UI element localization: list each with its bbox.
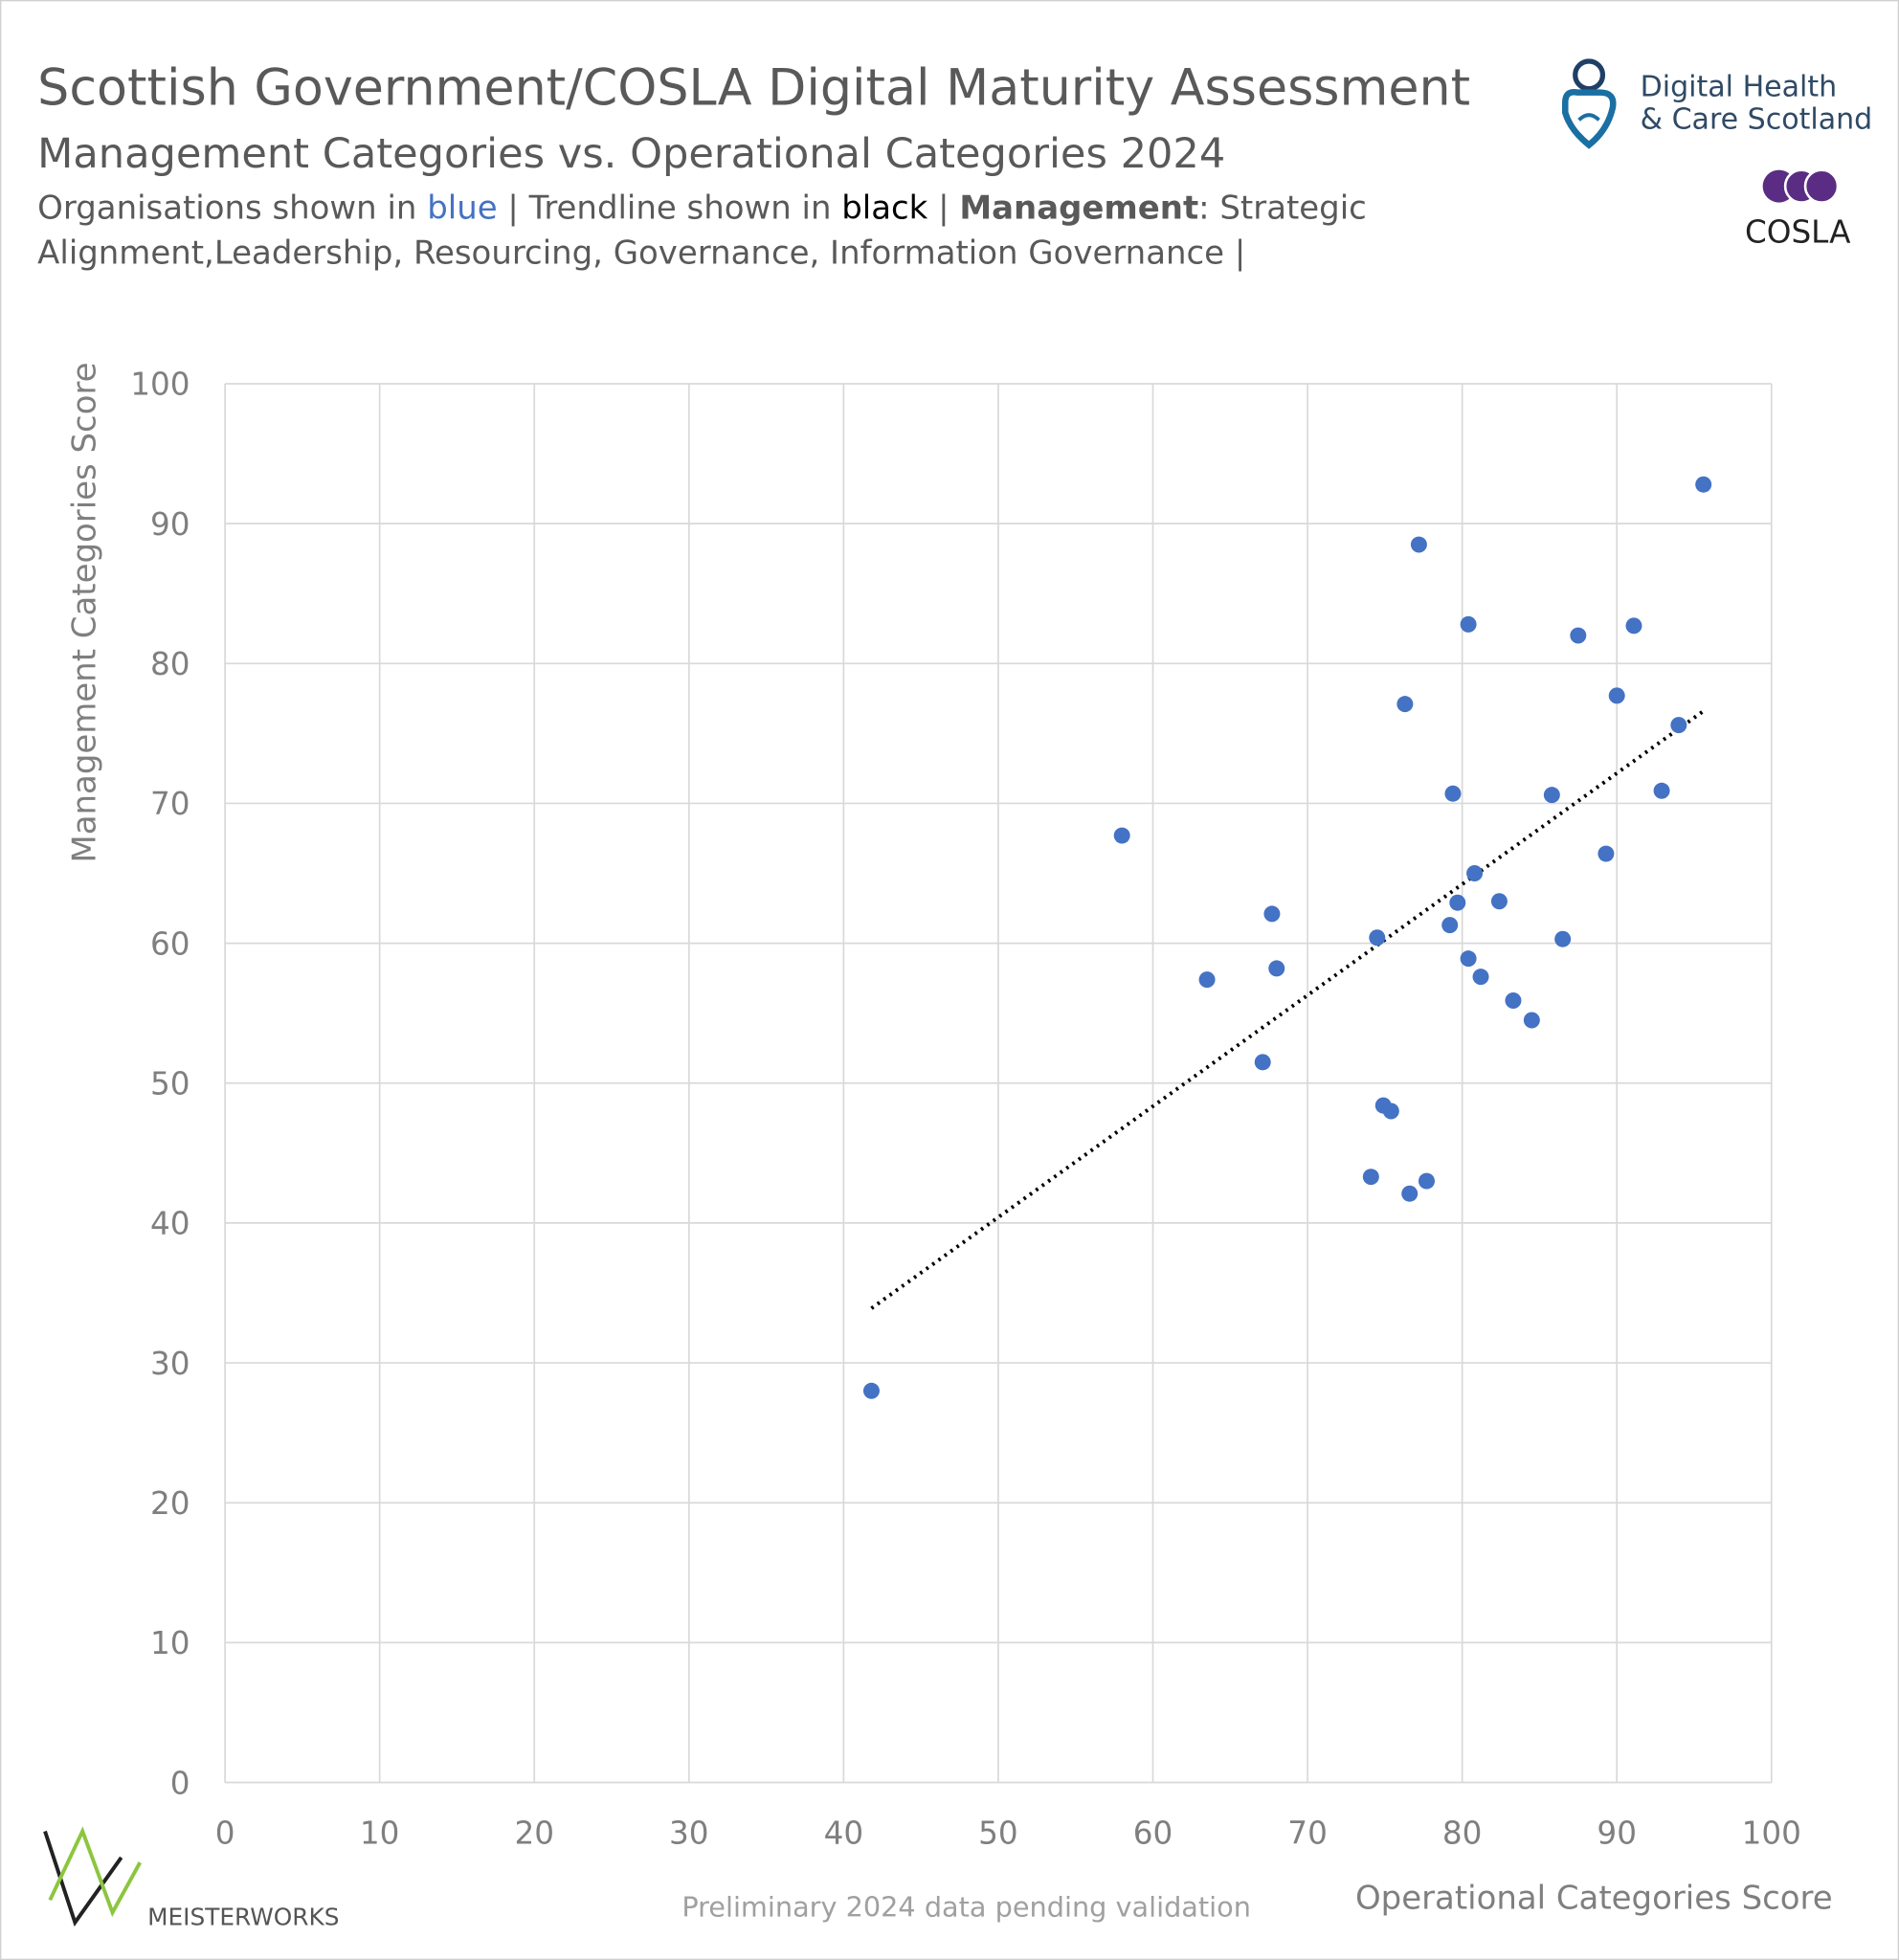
note-part: black bbox=[841, 189, 927, 228]
note-part: Alignment,Leadership, Resourcing, Govern… bbox=[37, 234, 1245, 273]
x-tick-label: 70 bbox=[1287, 1815, 1328, 1852]
cosla-logo: COSLA bbox=[1745, 168, 1851, 250]
dhcs-logo: Digital Health & Care Scotland bbox=[1561, 58, 1873, 149]
x-tick-label: 10 bbox=[360, 1815, 400, 1852]
meisterworks-logo: MEISTERWORKS bbox=[43, 1826, 340, 1930]
x-tick-label: 0 bbox=[215, 1815, 235, 1852]
note-part: | bbox=[927, 189, 959, 228]
data-point bbox=[1254, 1054, 1271, 1071]
data-point bbox=[1570, 627, 1587, 644]
data-point bbox=[1523, 1012, 1540, 1029]
data-point bbox=[1263, 905, 1281, 923]
y-tick-label: 10 bbox=[150, 1625, 190, 1661]
data-point bbox=[1362, 1169, 1379, 1186]
note-line: Organisations shown in blue | Trendline … bbox=[37, 189, 1367, 228]
y-tick-label: 90 bbox=[150, 506, 190, 543]
note-line: Alignment,Leadership, Resourcing, Govern… bbox=[37, 234, 1245, 273]
logo-text: Digital Health bbox=[1641, 71, 1838, 104]
data-point bbox=[1653, 782, 1670, 799]
data-point bbox=[1369, 929, 1386, 947]
x-tick-label: 60 bbox=[1133, 1815, 1173, 1852]
chart-subtitle: Management Categories vs. Operational Ca… bbox=[37, 130, 1225, 178]
data-point bbox=[1554, 930, 1572, 947]
data-point bbox=[1670, 717, 1687, 734]
data-point bbox=[1418, 1172, 1435, 1190]
data-point bbox=[1466, 865, 1484, 882]
y-tick-label: 30 bbox=[150, 1346, 190, 1382]
data-point bbox=[1441, 917, 1459, 934]
note: Organisations shown in blue | Trendline … bbox=[37, 189, 1367, 273]
note-part: Organisations shown in bbox=[37, 189, 427, 228]
data-point bbox=[1460, 950, 1477, 968]
logo-text: COSLA bbox=[1745, 213, 1851, 250]
y-tick-label: 100 bbox=[130, 367, 190, 403]
y-tick-label: 60 bbox=[150, 925, 190, 962]
data-point bbox=[1608, 687, 1625, 704]
x-tick-label: 40 bbox=[824, 1815, 864, 1852]
y-tick-label: 20 bbox=[150, 1485, 190, 1522]
data-point bbox=[1695, 476, 1712, 493]
data-point bbox=[1401, 1185, 1419, 1202]
data-point bbox=[1625, 617, 1642, 635]
data-point bbox=[1472, 969, 1489, 986]
data-point bbox=[1268, 960, 1285, 977]
data-point bbox=[1198, 971, 1216, 989]
y-tick-label: 70 bbox=[150, 786, 190, 822]
x-axis-label: Operational Categories Score bbox=[1355, 1879, 1833, 1917]
note-part: | Trendline shown in bbox=[498, 189, 842, 228]
x-tick-label: 20 bbox=[514, 1815, 554, 1852]
footnote: Preliminary 2024 data pending validation bbox=[681, 1890, 1251, 1923]
data-point bbox=[1449, 894, 1466, 911]
trendline bbox=[870, 709, 1705, 1310]
logo-text: MEISTERWORKS bbox=[147, 1903, 339, 1930]
y-tick-label: 0 bbox=[170, 1765, 190, 1801]
chart-title: Scottish Government/COSLA Digital Maturi… bbox=[37, 60, 1470, 118]
y-tick-label: 80 bbox=[150, 646, 190, 682]
note-part: Management bbox=[959, 189, 1198, 228]
data-point bbox=[1382, 1102, 1399, 1120]
data-point bbox=[1460, 615, 1477, 633]
x-tick-label: 90 bbox=[1597, 1815, 1637, 1852]
logo-text: & Care Scotland bbox=[1641, 103, 1873, 137]
y-axis-label: Management Categories Score bbox=[65, 362, 103, 862]
data-point bbox=[1490, 893, 1508, 910]
x-tick-label: 50 bbox=[978, 1815, 1018, 1852]
note-part: blue bbox=[427, 189, 497, 228]
data-point bbox=[1396, 696, 1414, 713]
y-tick-label: 40 bbox=[150, 1206, 190, 1242]
x-tick-label: 100 bbox=[1742, 1815, 1801, 1852]
data-point bbox=[1444, 785, 1462, 802]
data-point bbox=[1113, 827, 1130, 844]
data-point bbox=[1597, 845, 1615, 862]
x-tick-label: 30 bbox=[669, 1815, 709, 1852]
y-tick-label: 50 bbox=[150, 1066, 190, 1102]
data-point bbox=[1505, 992, 1522, 1010]
note-part: : Strategic bbox=[1198, 189, 1367, 228]
x-tick-label: 80 bbox=[1442, 1815, 1483, 1852]
data-point bbox=[1543, 787, 1560, 804]
data-point bbox=[862, 1382, 880, 1399]
data-point bbox=[1410, 536, 1427, 553]
